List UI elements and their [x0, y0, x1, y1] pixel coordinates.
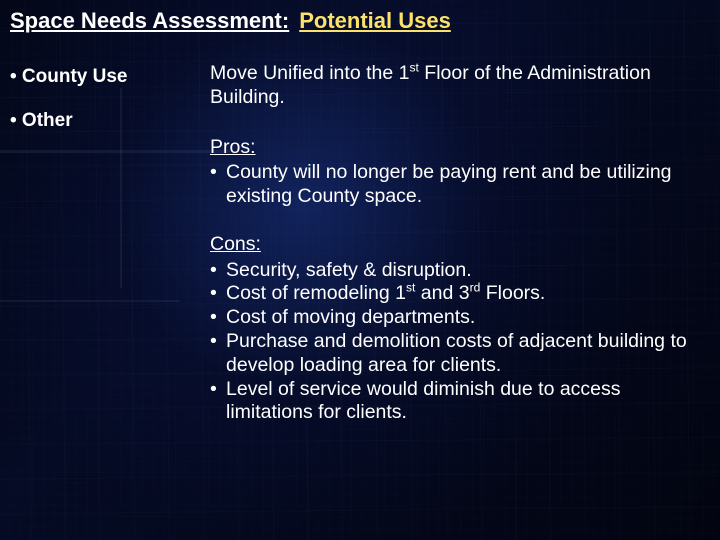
sidebar-item-county-use: • County Use — [10, 66, 206, 88]
slide-title: Space Needs Assessment: Potential Uses — [10, 8, 706, 34]
sup: st — [406, 281, 415, 295]
pros-heading: Pros: — [210, 136, 706, 160]
list-item-text: Cost of moving departments. — [226, 306, 706, 330]
list-item: • Purchase and demolition costs of adjac… — [210, 330, 706, 378]
proposal-pre: Move Unified into the 1 — [210, 62, 409, 84]
title-sub: Potential Uses — [299, 8, 451, 34]
list-item-text: County will no longer be paying rent and… — [226, 161, 706, 209]
list-item-text: Security, safety & disruption. — [226, 259, 706, 283]
cons-heading: Cons: — [210, 233, 706, 257]
list-item: • Cost of remodeling 1st and 3rd Floors. — [210, 282, 706, 306]
slide: Space Needs Assessment: Potential Uses •… — [0, 0, 720, 540]
list-item-text: Level of service would diminish due to a… — [226, 378, 706, 426]
list-item-text: Purchase and demolition costs of adjacen… — [226, 330, 706, 378]
sup: rd — [470, 281, 481, 295]
sidebar: • County Use • Other — [10, 56, 206, 449]
t: Cost of remodeling 1 — [226, 282, 406, 304]
sidebar-item-other: • Other — [10, 110, 206, 132]
proposal-text: Move Unified into the 1st Floor of the A… — [210, 62, 706, 110]
t: and 3 — [415, 282, 469, 304]
bullet-icon: • — [210, 282, 226, 306]
list-item: • Security, safety & disruption. — [210, 259, 706, 283]
pros-list: • County will no longer be paying rent a… — [210, 161, 706, 209]
pros-section: Pros: • County will no longer be paying … — [210, 136, 706, 209]
proposal-sup: st — [409, 61, 418, 75]
main-content: Move Unified into the 1st Floor of the A… — [210, 56, 706, 449]
bullet-icon: • — [210, 378, 226, 426]
cons-section: Cons: • Security, safety & disruption. •… — [210, 233, 706, 425]
bullet-icon: • — [210, 259, 226, 283]
list-item: • County will no longer be paying rent a… — [210, 161, 706, 209]
t: Floors. — [480, 282, 545, 304]
cons-list: • Security, safety & disruption. • Cost … — [210, 259, 706, 425]
list-item: • Cost of moving departments. — [210, 306, 706, 330]
content-columns: • County Use • Other Move Unified into t… — [10, 56, 706, 449]
title-main: Space Needs Assessment: — [10, 8, 289, 34]
list-item: • Level of service would diminish due to… — [210, 378, 706, 426]
list-item-text: Cost of remodeling 1st and 3rd Floors. — [226, 282, 706, 306]
bullet-icon: • — [210, 306, 226, 330]
bullet-icon: • — [210, 330, 226, 378]
bullet-icon: • — [210, 161, 226, 209]
